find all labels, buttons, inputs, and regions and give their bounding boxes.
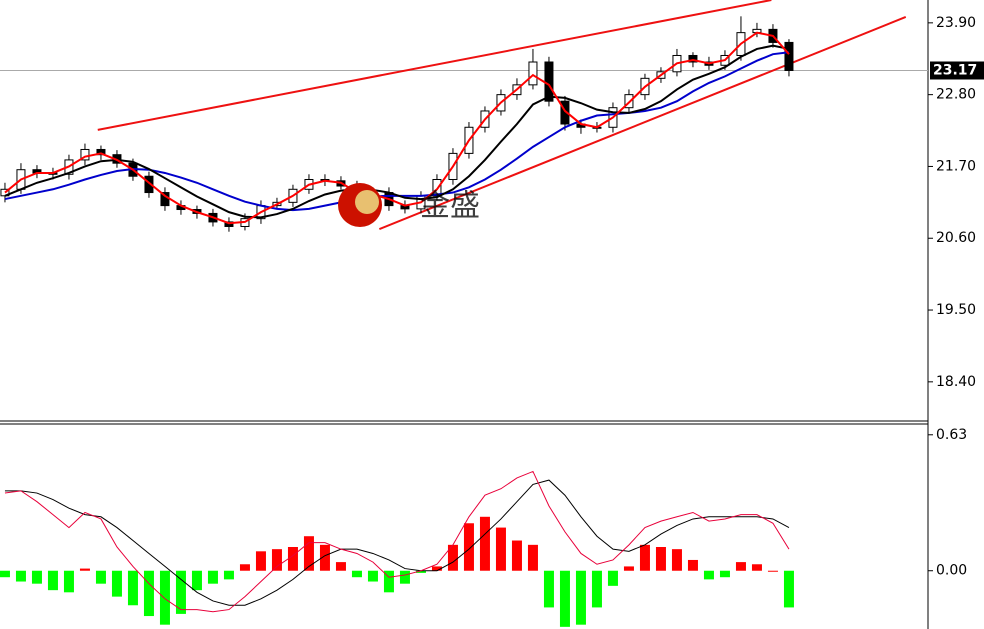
histogram-bar — [351, 570, 362, 578]
histogram-bar — [239, 564, 250, 571]
trendline — [97, 0, 772, 131]
histogram-bar — [175, 570, 186, 614]
histogram-bar — [479, 516, 490, 571]
y-tick-label: 22.80 — [936, 87, 976, 103]
histogram-bar — [47, 570, 58, 591]
candle-body — [560, 100, 570, 125]
histogram-bar — [111, 570, 122, 597]
histogram-bar — [0, 570, 10, 578]
histogram-bar — [335, 562, 346, 571]
histogram-bar — [95, 570, 106, 584]
histogram-bar — [543, 570, 554, 608]
histogram-bar — [383, 570, 394, 593]
y-tick-label: 19.50 — [936, 302, 976, 318]
y-tick-label: 0.63 — [936, 427, 967, 443]
histogram-bar — [623, 566, 634, 571]
macd-line — [4, 479, 790, 606]
moving-average — [4, 31, 790, 225]
macd-line — [4, 470, 790, 613]
histogram-bar — [63, 570, 74, 593]
histogram-bar — [655, 547, 666, 571]
candle-body — [80, 148, 90, 161]
trendline — [378, 16, 907, 231]
histogram-bar — [527, 544, 538, 571]
histogram-bar — [127, 570, 138, 606]
logo-inner — [355, 190, 379, 214]
histogram-bar — [223, 570, 234, 580]
y-tick-label: 18.40 — [936, 374, 976, 390]
histogram-bar — [591, 570, 602, 608]
histogram-bar — [735, 562, 746, 571]
histogram-bar — [575, 570, 586, 625]
candle-body — [144, 175, 154, 194]
histogram-bar — [751, 564, 762, 571]
histogram-bar — [703, 570, 714, 580]
histogram-bar — [559, 570, 570, 627]
candle-body — [784, 41, 794, 71]
y-tick-label: 0.00 — [936, 563, 967, 579]
histogram-bar — [255, 551, 266, 571]
histogram-bar — [399, 570, 410, 584]
histogram-bar — [191, 570, 202, 591]
histogram-bar — [447, 544, 458, 571]
watermark: 金盛 — [338, 183, 480, 227]
watermark-text: 金盛 — [420, 189, 480, 224]
histogram-bar — [367, 570, 378, 582]
moving-average — [4, 44, 790, 219]
histogram-bar — [607, 570, 618, 586]
candle-body — [688, 54, 698, 63]
candle-body — [544, 61, 554, 102]
histogram-bar — [639, 544, 650, 571]
histogram-bar — [319, 544, 330, 571]
histogram-bar — [687, 559, 698, 571]
histogram-bar — [415, 570, 426, 573]
histogram-bar — [719, 570, 730, 578]
histogram-bar — [495, 527, 506, 571]
price-label-box — [930, 61, 984, 80]
histogram-bar — [671, 549, 682, 571]
histogram-bar — [207, 570, 218, 584]
y-tick-label: 21.70 — [936, 158, 976, 174]
histogram-bar — [31, 570, 42, 584]
histogram-bar — [783, 570, 794, 608]
histogram-bar — [287, 547, 298, 571]
y-tick-label: 23.90 — [936, 15, 976, 31]
histogram-bar — [159, 570, 170, 625]
histogram-bar — [767, 570, 778, 572]
y-tick-label: 20.60 — [936, 230, 976, 246]
candle-body — [528, 61, 538, 86]
price-label: 23.17 — [933, 62, 977, 78]
histogram-bar — [463, 523, 474, 571]
histogram-bar — [15, 570, 26, 582]
histogram-bar — [271, 549, 282, 571]
histogram-bar — [303, 536, 314, 571]
histogram-bar — [79, 568, 90, 571]
candle-body — [96, 148, 106, 156]
histogram-bar — [431, 566, 442, 571]
histogram-bar — [143, 570, 154, 617]
histogram-bar — [511, 540, 522, 571]
